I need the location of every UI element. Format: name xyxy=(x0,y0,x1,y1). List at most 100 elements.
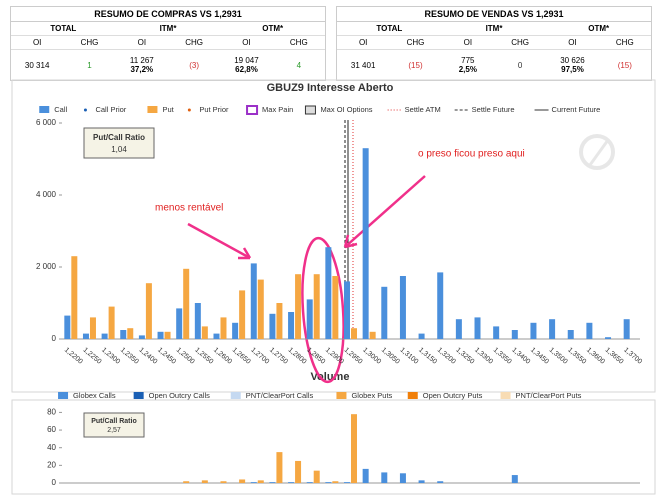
bar xyxy=(437,481,444,483)
bar xyxy=(362,148,369,339)
bar xyxy=(232,322,239,339)
legend-label: Open Outcry Puts xyxy=(423,391,483,400)
bar xyxy=(605,337,612,339)
x-tick-label: 1,2950 xyxy=(343,347,364,366)
group-row: TOTAL ITM* OTM* xyxy=(337,22,651,36)
legend-label: Put xyxy=(162,105,174,114)
bar xyxy=(176,308,183,339)
column-header: OI xyxy=(32,38,42,47)
cell-text: (15) xyxy=(408,60,423,70)
bar xyxy=(549,319,556,339)
bar xyxy=(530,322,537,339)
bar xyxy=(220,317,227,339)
bar xyxy=(295,460,302,483)
annotation-drawing xyxy=(187,175,426,384)
value-cell: (15) xyxy=(599,50,651,80)
bar xyxy=(288,312,295,339)
legend-item: Max OI Options xyxy=(304,105,373,115)
ratio-value: 1,04 xyxy=(111,145,127,154)
volume-panel xyxy=(11,399,656,495)
bar xyxy=(101,333,108,339)
value-cell: 1 xyxy=(63,50,115,80)
bar xyxy=(257,480,264,483)
legend-label: PNT/ClearPort Puts xyxy=(516,391,582,400)
legend-swatch xyxy=(230,392,241,399)
x-tick-label: 1,2400 xyxy=(137,347,158,366)
bar xyxy=(418,480,425,483)
bar xyxy=(145,283,152,339)
legend-item: Settle ATM xyxy=(387,105,441,114)
bar xyxy=(418,333,425,339)
y-tick-label: 6 000 xyxy=(36,118,57,127)
value-cell: 30 314 xyxy=(11,50,63,80)
value-cell: (3) xyxy=(168,50,220,80)
bar xyxy=(362,468,369,483)
ratio-box: Put/Call Ratio 1,04 xyxy=(83,127,155,159)
bar xyxy=(399,473,406,483)
cell-text: 37,2% xyxy=(130,65,154,74)
cell-text: 775 xyxy=(461,56,475,65)
legend-label: Max Pain xyxy=(262,105,293,114)
x-tick-label: 1,2250 xyxy=(81,347,102,366)
cell-text: 4 xyxy=(296,60,302,70)
legend-label: Max OI Options xyxy=(320,105,372,114)
bar xyxy=(437,272,444,339)
bar xyxy=(369,331,376,339)
x-tick-label: 1,2800 xyxy=(287,347,308,366)
bar xyxy=(183,481,190,483)
summary-table: RESUMO DE VENDAS VS 1,2931 TOTAL ITM* OTM* O… xyxy=(336,6,652,81)
cell-text: 30 314 xyxy=(24,60,50,70)
legend-label: Call Prior xyxy=(95,105,126,114)
x-tick-label: 1,3050 xyxy=(380,347,401,366)
bar xyxy=(295,274,302,339)
x-tick-label: 1,2500 xyxy=(175,347,196,366)
value-row: 31 401 (15) 775 2,5% 0 30 626 97,5% (15) xyxy=(337,50,651,80)
bar xyxy=(306,299,313,339)
legend-item: Call Prior xyxy=(83,105,127,114)
x-tick-label: 1,3100 xyxy=(398,347,419,366)
legend-label: Put Prior xyxy=(199,105,229,114)
annotation: menos rentável xyxy=(155,203,223,214)
bar xyxy=(313,274,320,339)
table-title: RESUMO DE VENDAS VS 1,2931 xyxy=(337,7,651,22)
group-header: ITM* xyxy=(159,24,177,33)
ratio-label: Put/Call Ratio xyxy=(91,418,137,425)
legend-label: Globex Calls xyxy=(73,391,116,400)
bar xyxy=(276,303,283,339)
bar xyxy=(332,481,339,483)
ratio-label: Put/Call Ratio xyxy=(93,133,145,142)
x-tick-label: 1,2450 xyxy=(156,347,177,366)
cell-text: 31 401 xyxy=(350,60,376,70)
bar xyxy=(250,482,257,483)
x-tick-label: 1,2750 xyxy=(268,347,289,366)
bar xyxy=(201,326,208,339)
legend-item: Globex Puts xyxy=(336,391,393,400)
x-tick-label: 1,3700 xyxy=(622,347,643,366)
y-tick-label: 80 xyxy=(47,408,56,417)
bar xyxy=(623,319,630,339)
chart-title: Volume xyxy=(311,371,350,383)
bar xyxy=(493,326,500,339)
column-header: CHG xyxy=(615,38,634,47)
bar xyxy=(120,330,127,339)
bar xyxy=(455,319,462,339)
cell-text: 62,8% xyxy=(235,65,258,74)
x-tick-label: 1,3600 xyxy=(585,347,606,366)
y-tick-label: 40 xyxy=(47,443,56,452)
value-cell: 19 047 62,8% xyxy=(220,50,272,80)
bar xyxy=(474,317,481,339)
bar xyxy=(127,328,134,339)
y-tick-label: 2 000 xyxy=(36,262,57,271)
legend-label: Settle ATM xyxy=(405,105,441,114)
legend-swatch xyxy=(336,392,347,399)
cell-text: (3) xyxy=(189,60,200,70)
legend-item: Globex Calls xyxy=(58,391,116,400)
x-tick-label: 1,3250 xyxy=(454,347,475,366)
x-tick-label: 1,3550 xyxy=(566,347,587,366)
legend-label: PNT/ClearPort Calls xyxy=(246,391,314,400)
x-tick-label: 1,3500 xyxy=(548,347,569,366)
value-cell: 4 xyxy=(273,50,325,80)
cell-text: 0 xyxy=(517,60,523,70)
chart-title: GBUZ9 Interesse Aberto xyxy=(267,82,394,94)
legend-swatch xyxy=(500,392,511,399)
